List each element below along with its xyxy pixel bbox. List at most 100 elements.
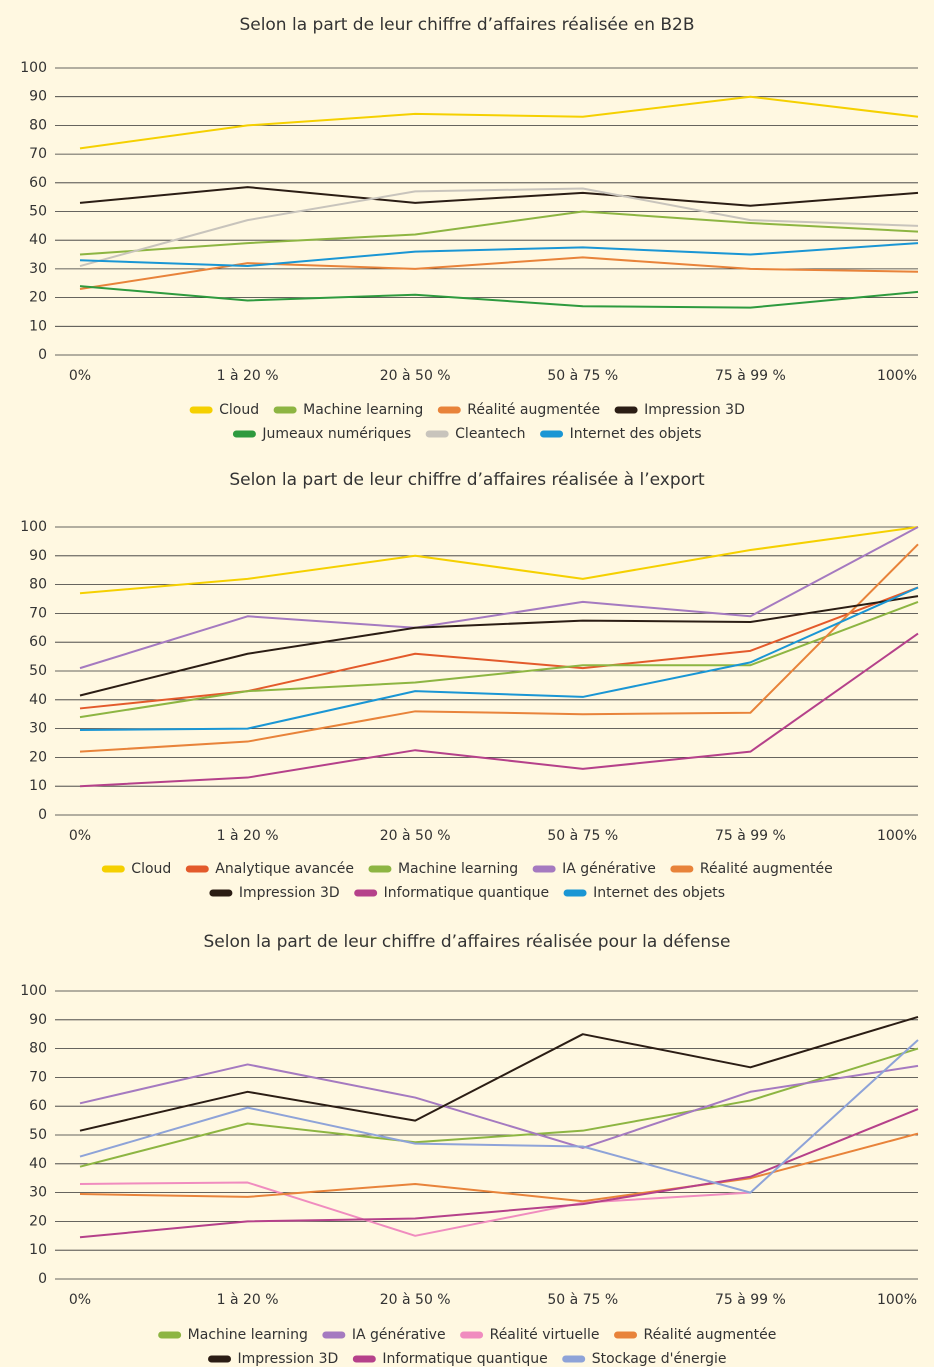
y-tick-label: 10 [29,1242,47,1258]
series-line [79,1039,919,1194]
y-tick-label: 50 [29,204,47,220]
series-line [79,1063,919,1149]
series-line [79,256,919,290]
chart-title: Selon la part de leur chiffre d’affaires… [239,15,694,35]
legend-label: Informatique quantique [384,885,549,901]
y-tick-label: 100 [20,60,47,76]
series-line [79,186,919,207]
legend-label: Impression 3D [644,402,745,418]
y-tick-label: 20 [29,749,47,765]
legend-label: IA générative [352,1327,446,1343]
series-line [79,95,919,150]
legend-label: Jumeaux numériques [261,426,411,442]
legend-label: Réalité augmentée [467,402,600,418]
x-tick-label: 50 à 75 % [547,368,618,384]
y-tick-label: 30 [29,721,47,737]
legend-label: IA générative [562,861,656,877]
x-tick-label: 100% [877,368,917,384]
y-tick-label: 50 [29,663,47,679]
y-tick-label: 40 [29,692,47,708]
y-tick-label: 100 [20,519,47,535]
series-line [79,543,919,753]
y-tick-label: 30 [29,1185,47,1201]
series-line [79,1108,919,1239]
y-tick-label: 90 [29,1012,47,1028]
y-tick-label: 80 [29,1041,47,1057]
series-line [79,1015,919,1132]
legend-label: Machine learning [303,402,423,418]
y-tick-label: 0 [38,347,47,363]
y-tick-label: 80 [29,577,47,593]
legend-label: Machine learning [398,861,518,877]
y-tick-label: 50 [29,1127,47,1143]
x-tick-label: 1 à 20 % [217,828,279,844]
legend-label: Internet des objets [593,885,725,901]
x-tick-label: 20 à 50 % [380,828,451,844]
series-line [79,586,919,710]
legend-label: Cloud [131,861,171,877]
legend-label: Réalité augmentée [700,861,833,877]
legend-label: Analytique avancée [215,861,354,877]
x-tick-label: 75 à 99 % [715,368,786,384]
y-tick-label: 70 [29,605,47,621]
x-tick-label: 1 à 20 % [217,1292,279,1308]
y-tick-label: 10 [29,778,47,794]
x-tick-label: 50 à 75 % [547,1292,618,1308]
series-line [79,600,919,719]
legend-label: Réalité virtuelle [490,1327,600,1343]
y-tick-label: 90 [29,89,47,105]
y-tick-label: 0 [38,1271,47,1287]
y-tick-label: 20 [29,1213,47,1229]
y-tick-label: 30 [29,261,47,277]
x-tick-label: 100% [877,1292,917,1308]
x-tick-label: 1 à 20 % [217,368,279,384]
legend-label: Machine learning [188,1327,308,1343]
series-line [79,242,919,268]
x-tick-label: 0% [69,368,91,384]
legend-label: Stockage d'énergie [592,1351,727,1367]
y-tick-label: 70 [29,146,47,162]
x-tick-label: 100% [877,828,917,844]
series-line [79,526,919,595]
y-tick-label: 60 [29,1098,47,1114]
y-tick-label: 60 [29,634,47,650]
series-line [79,526,919,670]
y-tick-label: 90 [29,548,47,564]
x-tick-label: 75 à 99 % [715,1292,786,1308]
y-tick-label: 40 [29,1156,47,1172]
legend-label: Impression 3D [239,885,340,901]
series-line [79,595,919,697]
y-tick-label: 70 [29,1069,47,1085]
legend-label: Impression 3D [238,1351,339,1367]
y-tick-label: 0 [38,807,47,823]
y-tick-label: 60 [29,175,47,191]
x-tick-label: 0% [69,828,91,844]
legend-label: Réalité augmentée [644,1327,777,1343]
x-tick-label: 50 à 75 % [547,828,618,844]
legend-label: Informatique quantique [382,1351,547,1367]
legend-label: Internet des objets [570,426,702,442]
series-line [79,285,919,309]
series-line [79,187,919,267]
x-tick-label: 0% [69,1292,91,1308]
x-tick-label: 75 à 99 % [715,828,786,844]
series-line [79,1132,919,1203]
legend-label: Cloud [219,402,259,418]
y-tick-label: 80 [29,117,47,133]
series-line [79,586,919,732]
chart-title: Selon la part de leur chiffre d’affaires… [203,932,730,952]
y-tick-label: 20 [29,290,47,306]
chart-title: Selon la part de leur chiffre d’affaires… [229,470,705,490]
y-tick-label: 10 [29,318,47,334]
x-tick-label: 20 à 50 % [380,368,451,384]
series-line [79,632,919,788]
series-line [79,210,919,256]
y-tick-label: 40 [29,232,47,248]
x-tick-label: 20 à 50 % [380,1292,451,1308]
series-line [79,1181,751,1237]
legend-label: Cleantech [455,426,525,442]
y-tick-label: 100 [20,983,47,999]
series-line [79,1047,919,1168]
